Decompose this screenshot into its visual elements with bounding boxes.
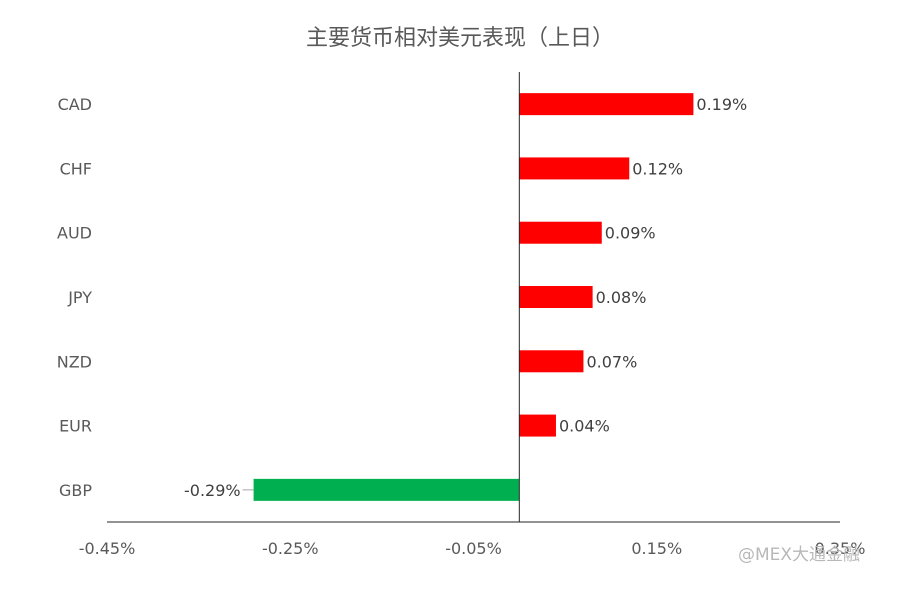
category-label-gbp: GBP — [59, 481, 92, 500]
x-tick-label: 0.15% — [631, 539, 682, 558]
data-label-nzd: 0.07% — [586, 352, 637, 371]
category-label-chf: CHF — [60, 159, 92, 178]
category-label-nzd: NZD — [57, 352, 92, 371]
bar-nzd — [519, 350, 584, 373]
category-label-cad: CAD — [58, 95, 92, 114]
bar-aud — [519, 221, 602, 244]
category-label-jpy: JPY — [67, 288, 92, 307]
category-label-eur: EUR — [59, 417, 92, 436]
data-label-gbp: -0.29% — [184, 481, 241, 500]
bar-cad — [519, 93, 694, 116]
data-label-jpy: 0.08% — [596, 288, 647, 307]
chart-title: 主要货币相对美元表现（上日） — [305, 26, 614, 51]
x-tick-label: 0.35% — [815, 539, 866, 558]
data-label-chf: 0.12% — [632, 159, 683, 178]
data-label-aud: 0.09% — [605, 224, 656, 243]
watermark: @MEX大通金融 — [738, 545, 861, 565]
bar-chf — [519, 157, 630, 180]
x-tick-label: -0.25% — [262, 539, 319, 558]
category-label-aud: AUD — [57, 224, 92, 243]
bar-eur — [519, 414, 556, 437]
bar-jpy — [519, 286, 593, 308]
data-label-eur: 0.04% — [559, 417, 610, 436]
bar-gbp — [253, 478, 520, 501]
data-label-cad: 0.19% — [696, 95, 747, 114]
x-tick-label: -0.05% — [445, 539, 502, 558]
x-tick-label: -0.45% — [79, 539, 136, 558]
